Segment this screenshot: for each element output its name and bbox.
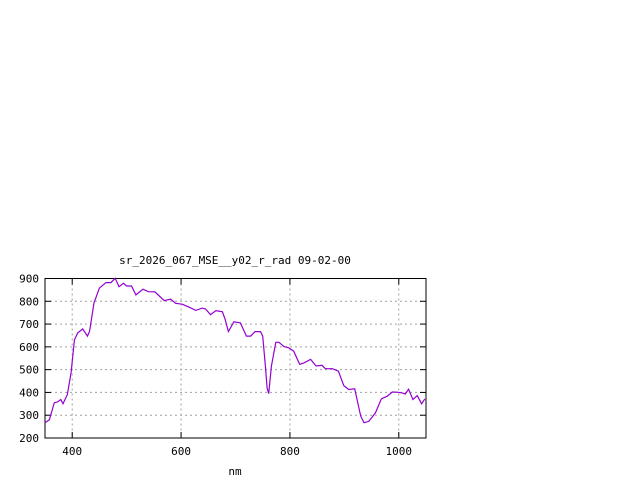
- x-tick-label: 400: [62, 445, 82, 458]
- y-tick-label: 300: [19, 409, 39, 422]
- y-tick-label: 200: [19, 432, 39, 445]
- ticks: 200 300 400 500 600 700 800 900 400 600 800 1000: [19, 273, 426, 458]
- y-tick-label: 500: [19, 364, 39, 377]
- x-axis-label: nm: [228, 465, 242, 478]
- y-tick-label: 600: [19, 341, 39, 354]
- grid: [45, 278, 426, 438]
- series-line: [44, 277, 426, 424]
- y-tick-label: 800: [19, 295, 39, 308]
- y-tick-label: 900: [19, 273, 39, 286]
- chart-title: sr_2026_067_MSE__y02_r_rad 09-02-00: [119, 254, 351, 267]
- x-tick-label: 1000: [386, 445, 413, 458]
- x-tick-label: 600: [171, 445, 191, 458]
- plot-frame: [44, 278, 427, 439]
- y-tick-label: 400: [19, 386, 39, 399]
- y-tick-label: 700: [19, 318, 39, 331]
- x-tick-label: 800: [280, 445, 300, 458]
